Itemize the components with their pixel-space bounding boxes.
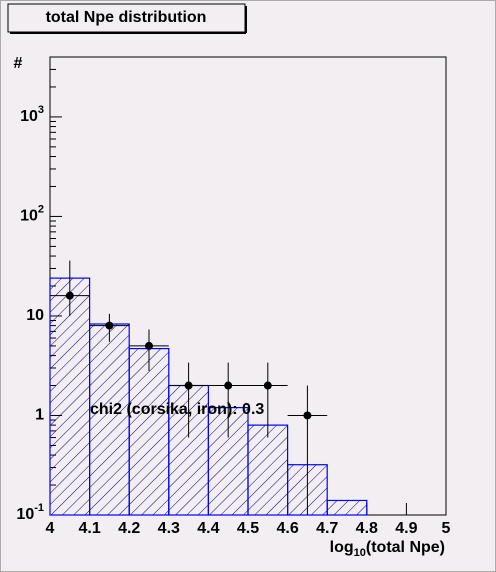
annotation: chi2 (corsika, iron): 0.3 (90, 401, 264, 418)
y-tick-exponent: 3 (38, 104, 44, 116)
data-point (263, 381, 272, 390)
x-label-base: log (330, 539, 354, 556)
y-tick-label: 103 (20, 104, 44, 125)
x-tick-label: 4.7 (316, 520, 338, 537)
y-tick-label: 102 (20, 203, 44, 224)
y-tick-label: 10 (26, 307, 44, 324)
x-axis-label: log10(total Npe) (330, 539, 445, 559)
y-tick-label: 10-1 (16, 502, 44, 523)
x-label-rest: (total Npe) (366, 539, 445, 556)
y-tick-base: 10 (20, 208, 38, 225)
histogram-bar (326, 499, 368, 516)
y-axis-label: # (14, 55, 23, 72)
data-point (224, 381, 233, 390)
histogram-bar (247, 424, 289, 516)
x-tick-label: 4.8 (356, 520, 378, 537)
plot: 4 4.1 4.2 4.3 4.4 4.5 4.6 4.7 4.8 4.9 510-11101021… (16, 56, 451, 537)
y-tick-base: 10 (20, 108, 38, 125)
histogram-bar (128, 347, 170, 516)
y-tick-base: 10 (16, 506, 34, 523)
histogram-bar (88, 323, 130, 516)
x-tick-label: 4.3 (158, 520, 180, 537)
x-tick-label: 4.9 (395, 520, 417, 537)
x-tick-label: 4.1 (78, 520, 100, 537)
x-tick-label: 4.4 (197, 520, 219, 537)
x-label-subscript: 10 (354, 547, 366, 559)
y-tick-exponent: 2 (38, 203, 44, 215)
y-tick-label: 1 (35, 407, 44, 424)
data-point (303, 411, 312, 420)
x-tick-label: 4.2 (118, 520, 140, 537)
data-point (105, 321, 114, 330)
x-tick-label: 4 (46, 520, 55, 537)
chart-title: total Npe distribution (46, 9, 207, 26)
data-point (184, 381, 193, 390)
x-tick-label: 4.6 (276, 520, 298, 537)
x-tick-label: 4.5 (237, 520, 259, 537)
data-point (145, 341, 153, 350)
x-tick-label: 5 (442, 520, 451, 537)
data-point (65, 291, 74, 300)
y-tick-exponent: -1 (34, 502, 44, 514)
title-box (7, 3, 246, 33)
